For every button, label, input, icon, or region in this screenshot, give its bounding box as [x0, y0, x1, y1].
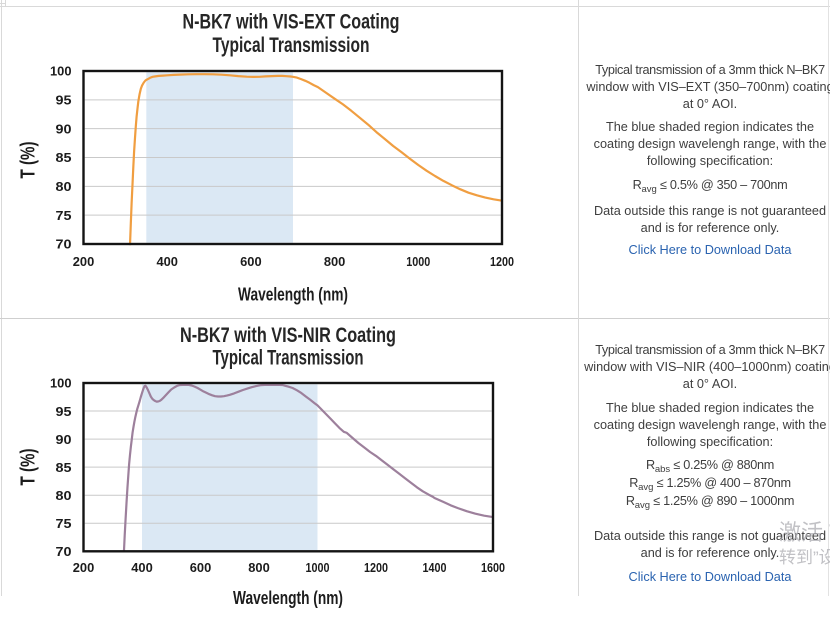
svg-text:400: 400 [131, 560, 153, 575]
svg-text:1200: 1200 [490, 254, 514, 269]
svg-text:95: 95 [56, 93, 72, 108]
svg-text:80: 80 [56, 179, 72, 194]
svg-text:400: 400 [156, 254, 178, 269]
svg-text:600: 600 [190, 560, 212, 575]
svg-text:85: 85 [56, 460, 72, 475]
svg-text:800: 800 [248, 560, 270, 575]
svg-text:1000: 1000 [306, 560, 330, 575]
svg-text:85: 85 [56, 150, 72, 165]
svg-text:T (%): T (%) [18, 449, 40, 486]
svg-text:800: 800 [324, 254, 346, 269]
svg-text:600: 600 [240, 254, 262, 269]
svg-text:100: 100 [50, 376, 72, 391]
svg-text:70: 70 [56, 237, 72, 252]
svg-text:1400: 1400 [423, 560, 447, 575]
svg-text:N-BK7 with VIS-NIR Coating: N-BK7 with VIS-NIR Coating [180, 324, 396, 347]
svg-text:90: 90 [56, 432, 72, 447]
svg-text:Typical Transmission: Typical Transmission [213, 347, 364, 370]
svg-text:1200: 1200 [364, 560, 388, 575]
svg-text:Wavelength (nm): Wavelength (nm) [238, 285, 348, 305]
svg-text:200: 200 [73, 254, 95, 269]
svg-text:1000: 1000 [406, 254, 430, 269]
svg-text:Typical Transmission: Typical Transmission [213, 34, 370, 57]
svg-text:100: 100 [50, 64, 72, 79]
svg-text:Wavelength (nm): Wavelength (nm) [233, 588, 343, 608]
svg-text:90: 90 [56, 121, 72, 136]
svg-text:200: 200 [73, 560, 95, 575]
svg-text:75: 75 [56, 516, 72, 531]
svg-text:T (%): T (%) [18, 142, 40, 179]
svg-text:95: 95 [56, 404, 72, 419]
svg-text:70: 70 [56, 544, 72, 559]
svg-text:N-BK7 with VIS-EXT Coating: N-BK7 with VIS-EXT Coating [183, 11, 400, 34]
svg-text:75: 75 [56, 208, 72, 223]
svg-text:1600: 1600 [481, 560, 505, 575]
svg-text:80: 80 [56, 488, 72, 503]
